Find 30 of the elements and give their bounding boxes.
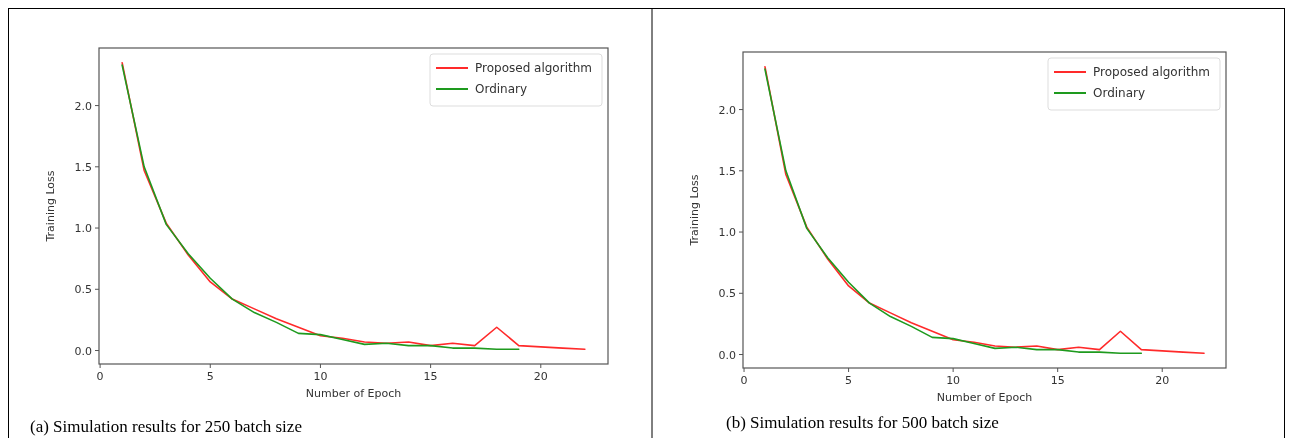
x-tick-label: 20 [533, 370, 548, 383]
x-tick-label: 10 [946, 374, 961, 387]
legend-label: Proposed algorithm [1093, 65, 1210, 79]
y-tick-label: 0.0 [718, 348, 736, 362]
y-tick-label: 0.5 [718, 287, 736, 301]
x-tick-label: 0 [740, 374, 748, 387]
y-axis-title: Training Loss [688, 174, 701, 247]
y-tick-label: 2.0 [718, 103, 736, 117]
legend-label: Proposed algorithm [475, 61, 592, 75]
y-tick-label: 1.0 [74, 222, 92, 236]
y-tick-label: 1.0 [718, 226, 736, 240]
x-axis-title: Number of Epoch [305, 387, 402, 400]
y-axis-title: Training Loss [44, 170, 57, 243]
x-tick-label: 15 [1050, 374, 1065, 387]
x-tick-label: 15 [423, 370, 438, 383]
x-tick-label: 0 [96, 370, 104, 383]
y-tick-label: 0.0 [74, 344, 92, 358]
text: (a) Simulation results for 250 batch size [30, 417, 302, 436]
legend-label: Ordinary [475, 82, 528, 96]
y-tick-label: 1.5 [718, 164, 736, 178]
legend-label: Ordinary [1093, 86, 1146, 100]
x-tick-label: 20 [1155, 374, 1170, 387]
y-tick-label: 1.5 [74, 160, 92, 174]
x-tick-label: 5 [845, 374, 853, 387]
y-tick-label: 2.0 [74, 99, 92, 113]
text: (b) Simulation results for 500 batch size [726, 413, 999, 432]
x-tick-label: 10 [313, 370, 328, 383]
x-axis-title: Number of Epoch [936, 391, 1033, 404]
y-tick-label: 0.5 [74, 283, 92, 297]
x-tick-label: 5 [206, 370, 214, 383]
